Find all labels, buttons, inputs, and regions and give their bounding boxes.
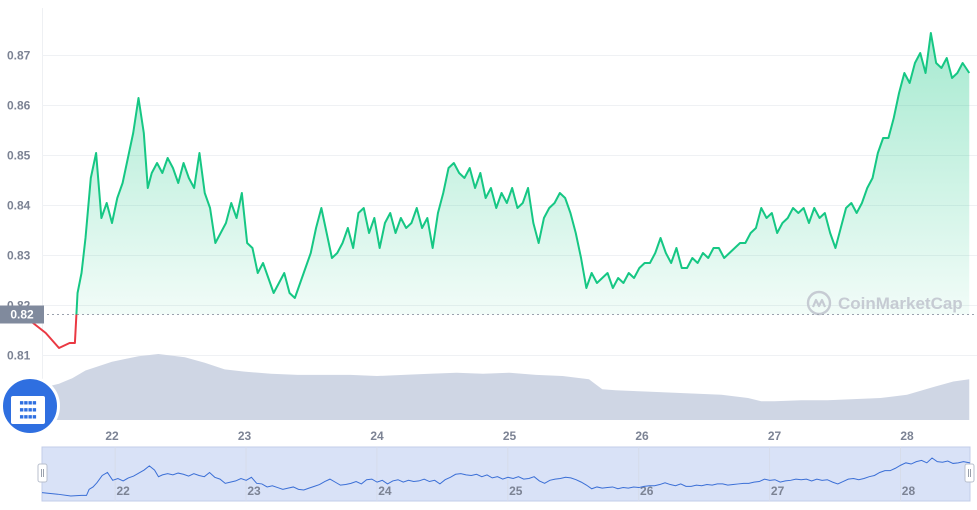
y-tick-label: 0.85	[7, 149, 31, 163]
navigator[interactable]: 22 23 24 25 26 27 28	[37, 446, 975, 502]
watermark: CoinMarketCap	[806, 290, 963, 316]
navigator-tick-label: 26	[640, 484, 654, 498]
navigator-tick-label: 23	[247, 484, 261, 498]
y-tick-label: 0.81	[7, 349, 31, 363]
daily-news-recap-badge: ■■■■ ■■■■ ■■■■	[0, 376, 60, 442]
volume-area-shape	[29, 354, 970, 420]
navigator-tick-label: 24	[378, 484, 392, 498]
navigator-tick-label: 22	[116, 484, 130, 498]
y-tick-label: 0.83	[7, 249, 31, 263]
x-axis-labels: 22 23 24 25 26 27 28	[105, 429, 914, 443]
volume-area	[29, 354, 970, 420]
navigator-selection[interactable]	[41, 446, 971, 502]
watermark-text: CoinMarketCap	[838, 294, 963, 313]
x-tick-label: 27	[768, 429, 782, 443]
navigator-line	[41, 457, 971, 497]
navigator-tick-label: 27	[771, 484, 785, 498]
x-tick-label: 22	[105, 429, 119, 443]
x-tick-label: 23	[238, 429, 252, 443]
price-line-up	[75, 32, 971, 315]
x-tick-label: 24	[370, 429, 384, 443]
price-tag-background	[0, 305, 44, 324]
y-tick-label: 0.87	[7, 49, 31, 63]
price-area	[29, 33, 970, 315]
y-tick-label: 0.84	[7, 199, 31, 213]
price-area-fill	[29, 33, 970, 315]
price-line	[29, 32, 971, 349]
news-badge-icon: ■■■■ ■■■■ ■■■■	[0, 376, 60, 436]
navigator-tick-label: 28	[902, 484, 916, 498]
x-tick-label: 26	[635, 429, 649, 443]
navigator-price-line	[41, 457, 971, 497]
newspaper-icon: ■■■■ ■■■■ ■■■■	[11, 396, 45, 424]
navigator-gridlines	[114, 447, 901, 501]
price-tag-value: 0.82	[10, 308, 34, 322]
navigator-tick-label: 25	[509, 484, 523, 498]
navigator-background	[42, 447, 970, 501]
navigator-right-handle[interactable]	[964, 463, 975, 483]
x-tick-label: 25	[503, 429, 517, 443]
navigator-left-handle[interactable]	[37, 463, 48, 483]
y-tick-label: 0.86	[7, 99, 31, 113]
navigator-labels: 22 23 24 25 26 27 28	[116, 484, 915, 498]
current-price-tag: 0.82	[0, 305, 44, 324]
x-tick-label: 28	[900, 429, 914, 443]
